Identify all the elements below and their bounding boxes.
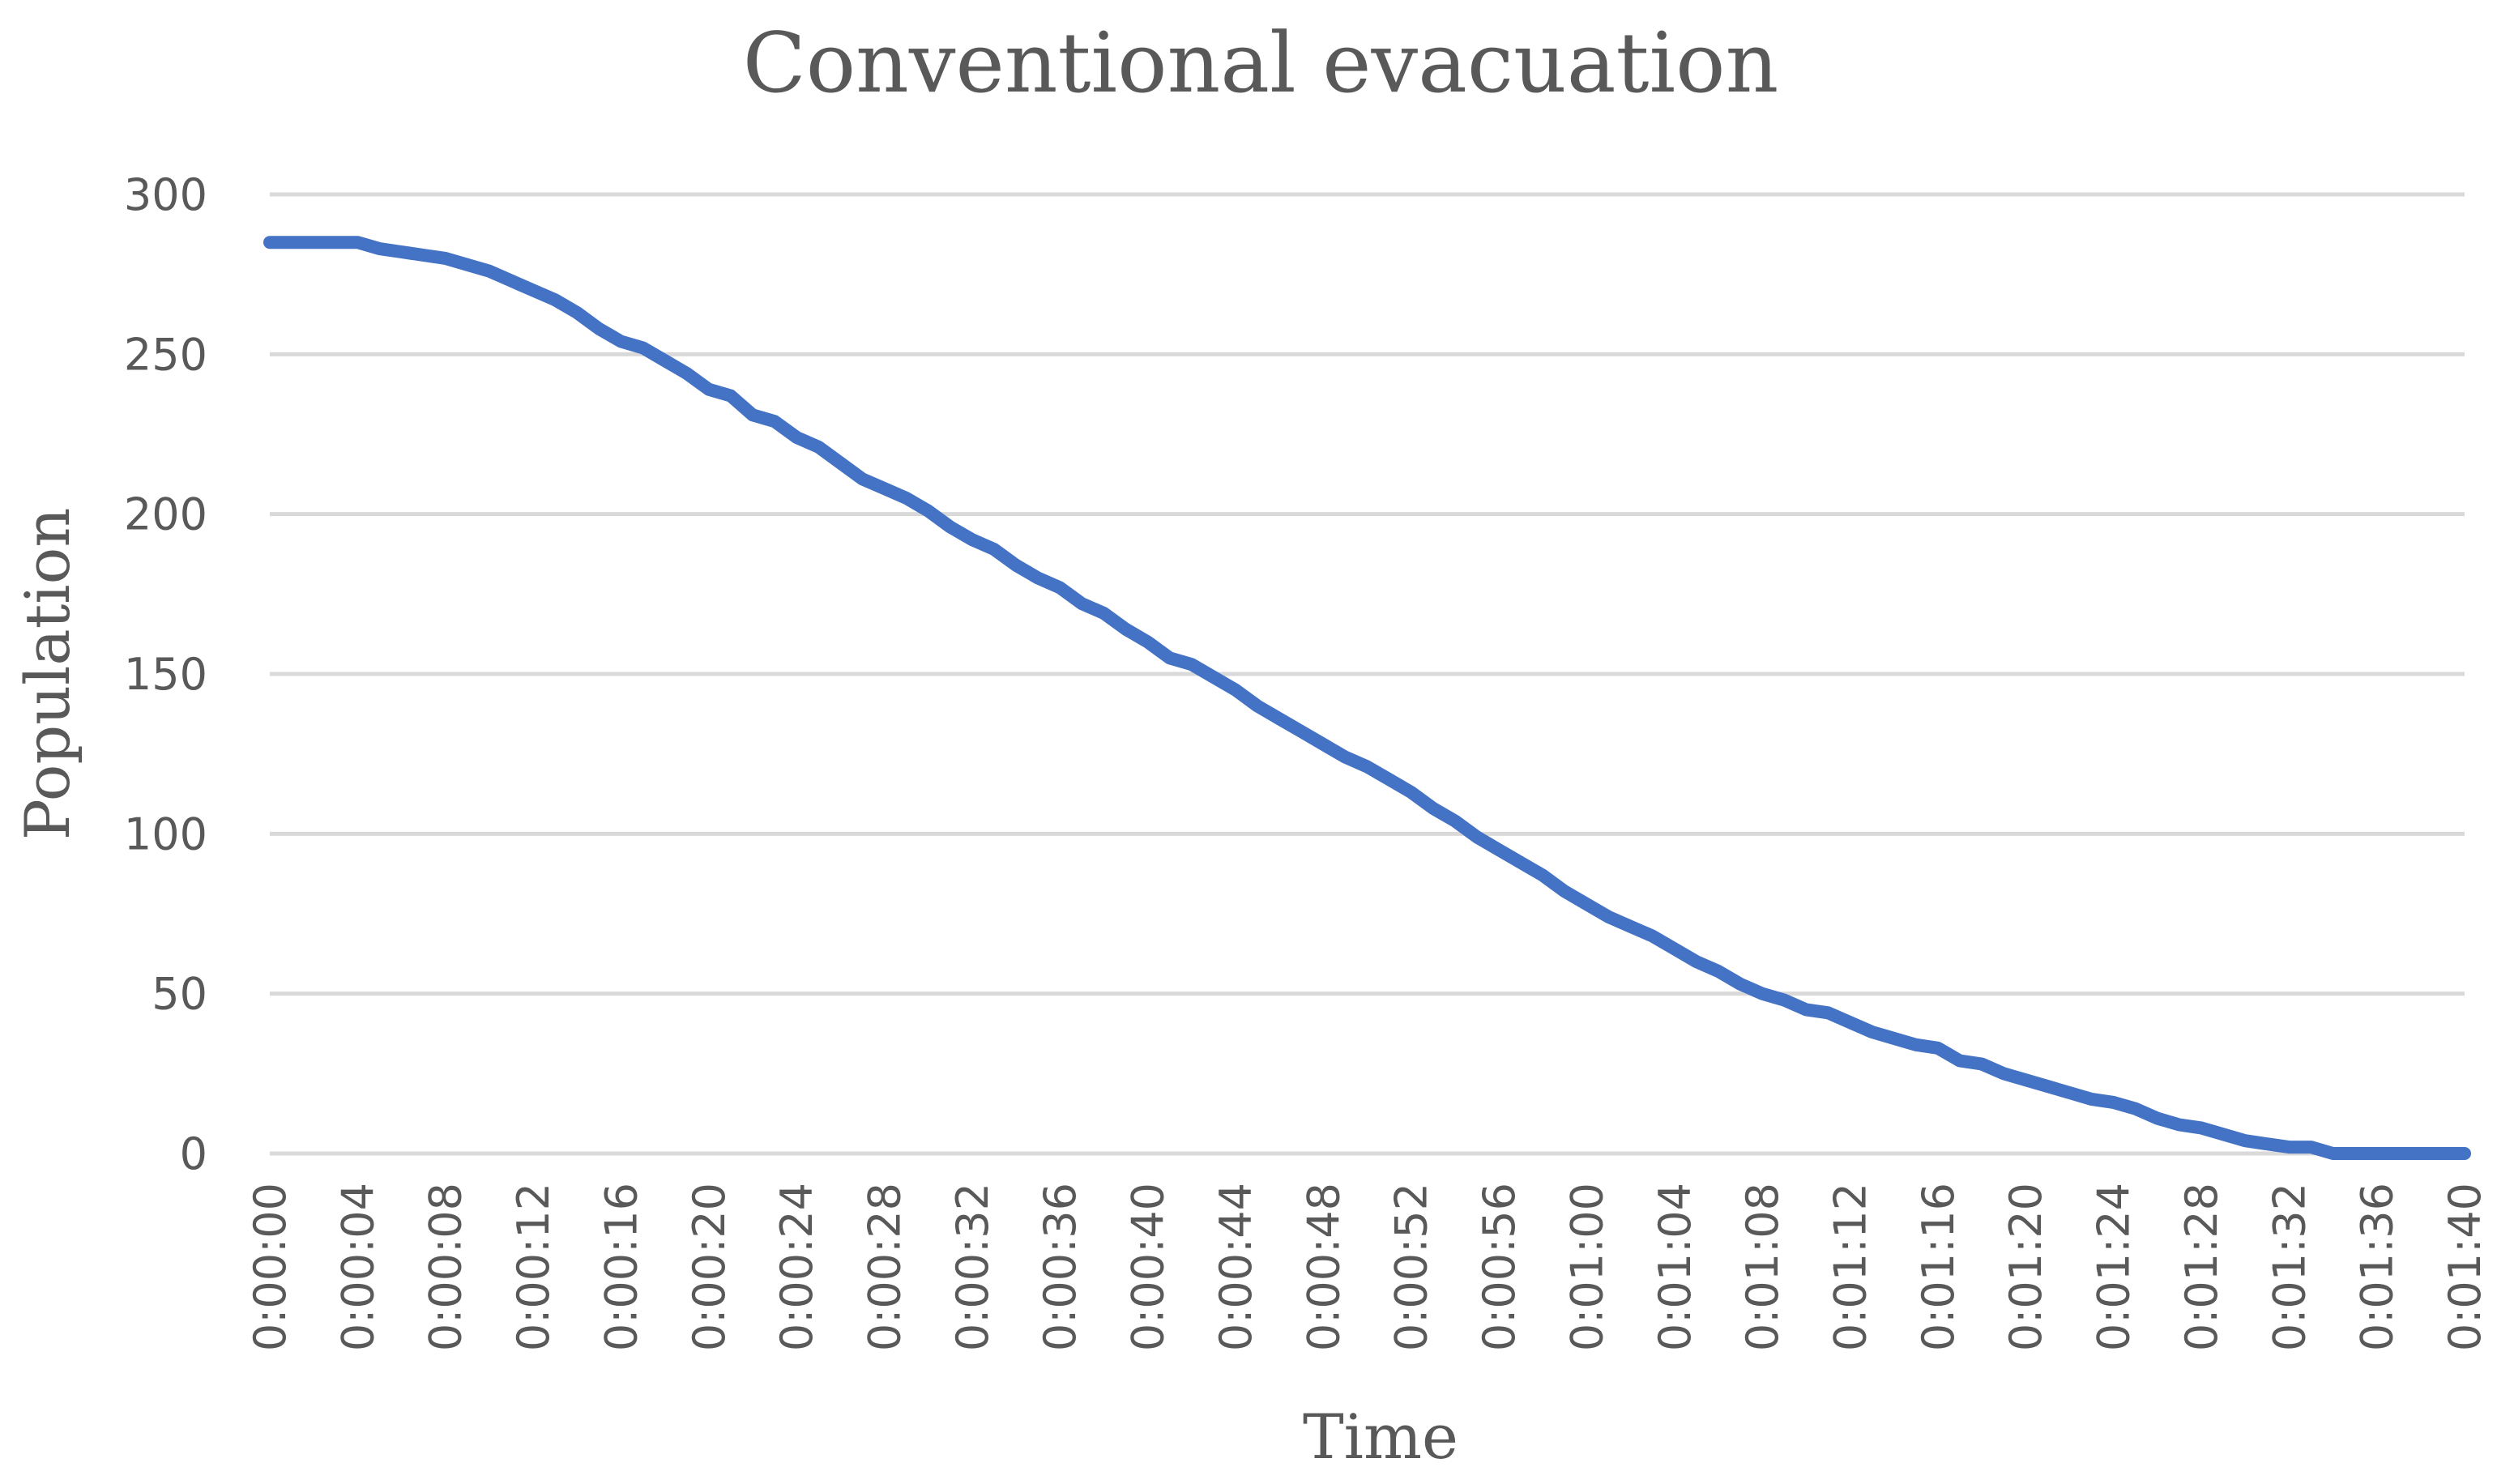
- x-tick-label: 0:01:20: [2000, 1183, 2051, 1351]
- y-tick-label: 250: [124, 329, 207, 380]
- chart-title: Conventional evacuation: [743, 15, 1779, 112]
- x-axis-title: Time: [1303, 1401, 1458, 1473]
- x-tick-label: 0:00:52: [1386, 1183, 1437, 1351]
- y-tick-label: 0: [180, 1128, 207, 1179]
- series-line: [263, 236, 2471, 1160]
- x-tick-label: 0:01:12: [1825, 1183, 1876, 1351]
- x-tick-label: 0:00:04: [332, 1183, 383, 1351]
- x-tick-label: 0:00:08: [420, 1183, 472, 1351]
- x-tick-label: 0:00:36: [1035, 1183, 1086, 1351]
- series-layer: [263, 236, 2471, 1160]
- x-tick-label: 0:01:36: [2352, 1183, 2403, 1351]
- x-tick-label: 0:00:56: [1474, 1183, 1525, 1351]
- y-tick-label: 50: [152, 969, 207, 1020]
- x-tick-label: 0:01:32: [2264, 1183, 2315, 1351]
- x-tick-label: 0:01:40: [2439, 1183, 2491, 1351]
- x-tick-label: 0:00:12: [508, 1183, 559, 1351]
- x-tick-label: 0:01:28: [2176, 1183, 2227, 1351]
- x-tick-label: 0:00:00: [245, 1183, 296, 1351]
- x-tick-label: 0:00:48: [1298, 1183, 1349, 1351]
- x-tick-label: 0:00:40: [1123, 1183, 1174, 1351]
- x-tick-label: 0:01:08: [1737, 1183, 1788, 1351]
- x-tick-label: 0:00:20: [684, 1183, 735, 1351]
- y-tick-label: 100: [124, 808, 207, 859]
- y-axis-ticks: 0 50 100 150 200 250 300: [124, 169, 207, 1179]
- x-tick-label: 0:00:24: [771, 1183, 822, 1351]
- x-tick-label: 0:01:04: [1650, 1183, 1701, 1351]
- x-axis-ticks: 0:00:00 0:00:04 0:00:08 0:00:12 0:00:16 0:00:…: [245, 1183, 2491, 1351]
- x-tick-label: 0:01:16: [1913, 1183, 1964, 1351]
- x-tick-label: 0:01:24: [2089, 1183, 2140, 1351]
- y-tick-label: 150: [124, 649, 207, 700]
- y-tick-label: 200: [124, 489, 207, 540]
- x-tick-label: 0:00:32: [947, 1183, 998, 1351]
- x-tick-label: 0:01:00: [1561, 1183, 1612, 1351]
- x-tick-label: 0:00:44: [1210, 1183, 1261, 1351]
- x-tick-label: 0:00:16: [595, 1183, 647, 1351]
- gridlines: [270, 192, 2465, 1156]
- y-tick-label: 300: [124, 169, 207, 220]
- y-axis-title: Population: [11, 508, 83, 841]
- x-tick-label: 0:00:28: [860, 1183, 911, 1351]
